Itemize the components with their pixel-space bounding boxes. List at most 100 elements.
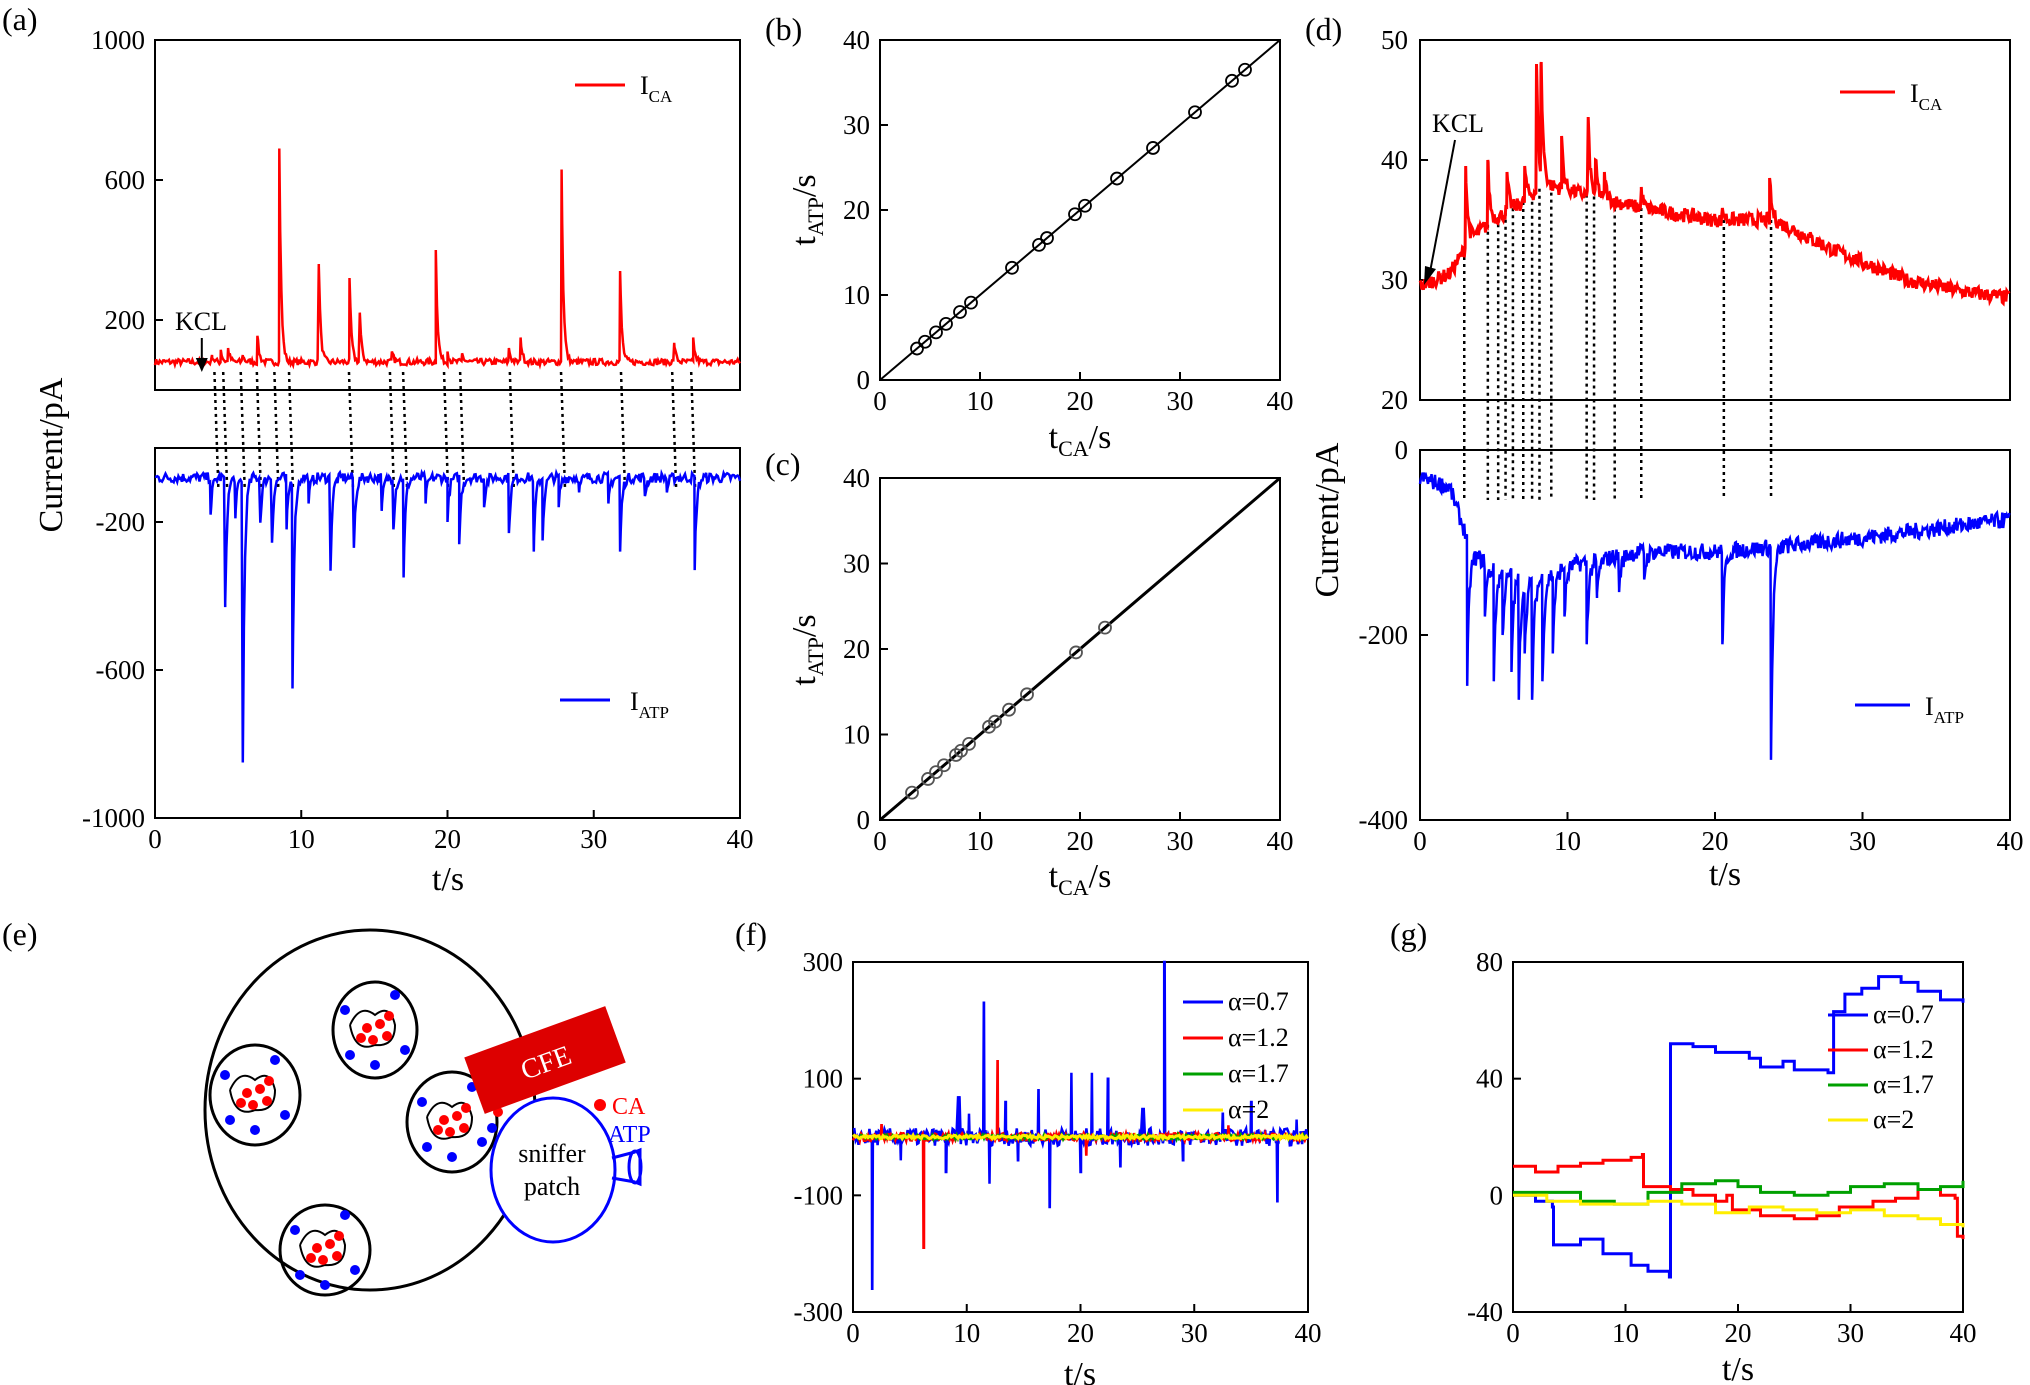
scatter-point [1005,260,1019,275]
x-tick-label: 0 [846,1318,860,1348]
scatter-point [954,743,968,758]
atp-dot [270,1055,280,1065]
x-tick-label: 40 [1997,826,2024,856]
panel-b-points [910,62,1252,356]
ca-dot [236,1098,246,1108]
ca-dot [459,1123,469,1133]
ca-dot [368,1035,378,1045]
atp-dot [280,1110,290,1120]
y-tick-label: 0 [1395,435,1409,465]
y-tick-label: 40 [1381,145,1408,175]
ca-dot [332,1251,342,1261]
panel-d-top-y-ticks: 20 30 40 50 [1381,25,1428,415]
y-tick-label: 40 [843,463,870,493]
panel-d-kcl-label: KCL [1432,109,1484,138]
series-alpha-2 [851,1131,1309,1143]
atp-dot [350,1265,360,1275]
event-connector [619,371,627,491]
x-tick-label: 10 [967,826,994,856]
x-tick-label: 10 [288,824,315,854]
scatter-point [1069,645,1083,660]
ca-label: CA [612,1094,646,1120]
vesicle-core [299,1229,347,1268]
x-tick-label: 30 [1849,826,1876,856]
panel-label-d: (d) [1305,11,1342,47]
y-tick-label: -100 [794,1180,844,1210]
panel-f-ticks: 0 10 20 30 40 -300 -100 100 300 [794,947,1322,1348]
x-tick-label: 30 [1837,1318,1864,1348]
atp-dot [250,1125,260,1135]
event-connector [401,371,409,491]
x-tick-label: 40 [1267,386,1294,416]
x-tick-label: 30 [1167,826,1194,856]
panel-c-ylabel: tATP/s [786,614,828,685]
ca-dot [452,1111,462,1121]
pipette-tip [627,1149,643,1185]
scatter-point [1146,141,1160,155]
panel-f-legend: α=0.7 α=1.2 α=1.7 α=2 [1183,987,1289,1124]
y-tick-label: 20 [1381,385,1408,415]
event-connector [388,371,396,491]
scatter-point [921,772,935,786]
vesicles [208,980,503,1297]
panel-d-legend-atp: IATP [1925,692,1964,727]
panel-b-xlabel: tCA/s [1049,419,1112,461]
vesicle [208,1043,302,1147]
panel-c-xlabel: tCA/s [1049,858,1112,900]
panel-d-x-ticks: 0 10 20 30 40 [1413,812,2024,856]
panel-d-kcl-arrow [1429,139,1456,273]
ca-dot [318,1255,328,1265]
x-tick-label: 30 [1181,1318,1208,1348]
ca-dot [433,1125,443,1135]
x-tick-label: 10 [1554,826,1581,856]
scatter-point [918,334,932,349]
panel-d-ca-trace [1418,61,2011,307]
vesicle-core [229,1074,277,1113]
scatter-point [1188,105,1202,120]
scatter-point [937,758,951,773]
atp-dot [487,1123,497,1133]
y-tick-label: 30 [843,549,870,579]
ca-dot [362,1023,372,1033]
event-connector [442,371,450,491]
panel-d-legend-ca: ICA [1910,79,1943,114]
panel-g-xlabel: t/s [1722,1351,1754,1385]
x-tick-label: 20 [1725,1318,1752,1348]
panel-label-b: (b) [765,11,802,47]
atp-dot [417,1097,427,1107]
atp-dot [400,1045,410,1055]
atp-dot [340,1210,350,1220]
x-tick-label: 0 [1506,1318,1520,1348]
y-tick-label: 1000 [91,25,145,55]
y-tick-label: 0 [857,805,871,835]
panel-a-x-ticks: 0 10 20 30 40 [148,810,754,854]
panel-e-diagram: (e) CFE CA ATP sniffer patch [2,916,651,1297]
y-tick-label: -600 [96,655,146,685]
y-tick-label: 10 [843,280,870,310]
sniffer-patch-cell [489,1096,617,1244]
scatter-point [1040,231,1054,245]
scatter-point [1068,207,1082,222]
scatter-point [1078,198,1092,213]
x-tick-label: 0 [873,826,887,856]
scatter-point [905,785,919,800]
ca-dot [384,1011,394,1021]
sniffer-label: sniffer [518,1139,586,1168]
legend-label: α=0.7 [1873,1000,1934,1029]
ca-dot [242,1088,252,1098]
y-tick-label: 50 [1381,25,1408,55]
vesicle-core [349,1009,397,1048]
panel-a-ylabel: Current/pA [33,377,70,532]
panel-a-legend-atp: IATP [630,687,669,722]
atp-dot [290,1225,300,1235]
event-connector [458,371,466,491]
x-tick-label: 0 [1413,826,1427,856]
vesicle-core [426,1101,474,1140]
scatter-point [988,714,1002,729]
panel-c-points [905,620,1112,800]
event-connector [689,371,697,491]
legend-label: α=2 [1228,1095,1269,1124]
y-tick-label: -40 [1467,1297,1503,1327]
x-tick-label: 20 [1702,826,1729,856]
